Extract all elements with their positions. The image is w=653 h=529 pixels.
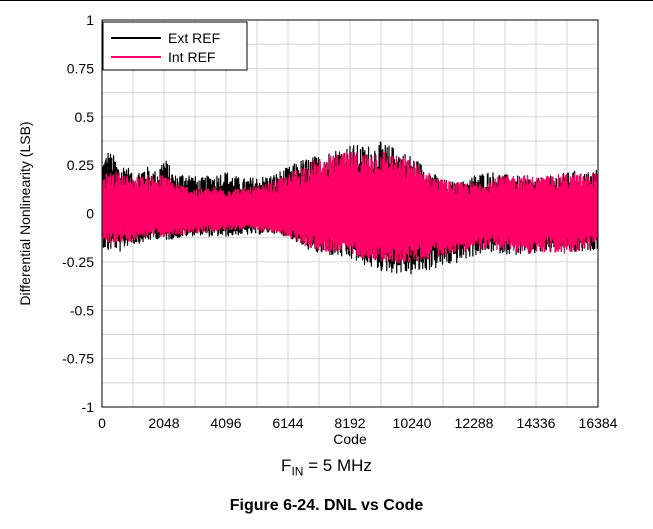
page-top-rule <box>0 0 653 1</box>
y-tick-label-1: 0.75 <box>67 60 94 76</box>
y-tick-label-7: -0.75 <box>62 351 94 367</box>
legend-label-int-ref: Int REF <box>168 49 215 65</box>
dnl-chart: 0 2048 4096 6144 8192 10240 12288 14336 16384 1 0… <box>17 12 618 447</box>
x-tick-label-7: 14336 <box>517 415 556 431</box>
x-tick-labels: 0 2048 4096 6144 8192 10240 12288 14336 16384 <box>98 415 618 431</box>
annotation-subscript: IN <box>291 464 304 479</box>
x-tick-label-3: 6144 <box>272 415 303 431</box>
annotation-value: = 5 MHz <box>303 456 372 475</box>
series-layer <box>101 141 599 275</box>
y-tick-label-4: 0 <box>86 206 94 222</box>
figure-caption: Figure 6-24. DNL vs Code <box>229 497 424 514</box>
legend-label-ext-ref: Ext REF <box>168 30 220 46</box>
y-tick-label-6: -0.5 <box>70 302 94 318</box>
series-line-int-ref <box>101 151 599 264</box>
y-tick-label-8: -1 <box>82 399 95 415</box>
x-tick-label-0: 0 <box>98 415 106 431</box>
y-axis-label: Differential Nonlinearity (LSB) <box>17 121 33 305</box>
x-tick-label-1: 2048 <box>148 415 179 431</box>
x-tick-label-4: 8192 <box>334 415 365 431</box>
plot-frame <box>101 19 599 408</box>
y-tick-label-0: 1 <box>86 12 94 28</box>
y-tick-label-3: 0.25 <box>67 157 94 173</box>
x-tick-label-5: 10240 <box>393 415 432 431</box>
legend: Ext REF Int REF <box>102 21 248 71</box>
x-tick-label-2: 4096 <box>210 415 241 431</box>
y-tick-label-5: -0.25 <box>62 254 94 270</box>
test-condition: FIN = 5 MHz <box>0 456 653 478</box>
y-tick-label-2: 0.5 <box>75 109 95 125</box>
x-axis-label: Code <box>333 431 367 447</box>
y-tick-labels: 1 0.75 0.5 0.25 0 -0.25 -0.5 -0.75 -1 <box>62 12 94 415</box>
x-tick-label-8: 16384 <box>579 415 618 431</box>
legend-box <box>102 21 248 71</box>
annotation-symbol: F <box>281 456 292 475</box>
x-tick-label-6: 12288 <box>455 415 494 431</box>
